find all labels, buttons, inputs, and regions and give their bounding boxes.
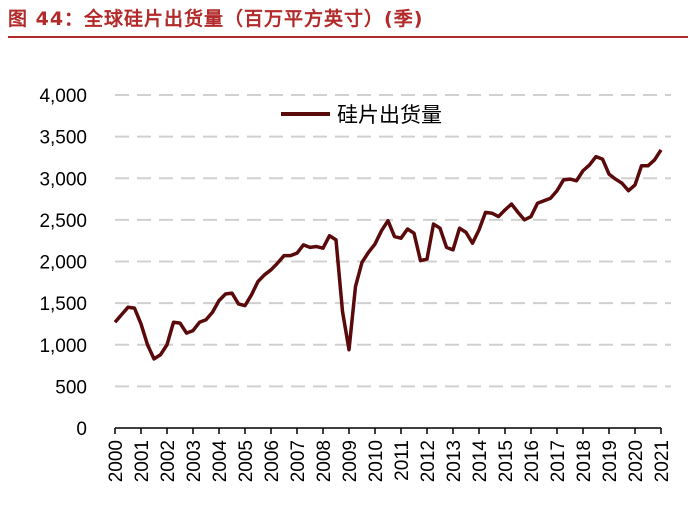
y-tick-label: 3,500 bbox=[39, 128, 87, 149]
x-tick-label: 2019 bbox=[600, 440, 621, 482]
y-tick-label: 2,500 bbox=[39, 211, 87, 232]
y-tick-label: 1,000 bbox=[39, 336, 87, 357]
x-tick-label: 2007 bbox=[288, 440, 309, 482]
x-tick-label: 2016 bbox=[522, 440, 543, 482]
x-tick-label: 2004 bbox=[210, 440, 231, 483]
x-tick-label: 2015 bbox=[496, 440, 517, 482]
series-line bbox=[113, 148, 663, 361]
x-tick-label: 2011 bbox=[392, 440, 413, 481]
x-tick-label: 2020 bbox=[626, 440, 647, 482]
y-tick-label: 2,000 bbox=[39, 253, 87, 274]
chart-title: 图 44：全球硅片出货量（百万平方英寸）(季) bbox=[8, 8, 424, 30]
x-tick-label: 2005 bbox=[236, 440, 257, 482]
x-tick-label: 2014 bbox=[470, 440, 491, 483]
x-tick-label: 2017 bbox=[548, 440, 569, 482]
y-tick-label: 3,000 bbox=[39, 169, 87, 190]
y-tick-label: 1,500 bbox=[39, 294, 87, 315]
y-tick-label: 4,000 bbox=[39, 86, 87, 107]
x-tick-label: 2009 bbox=[340, 440, 361, 482]
x-tick-label: 2008 bbox=[314, 440, 335, 482]
x-tick-label: 2006 bbox=[262, 440, 283, 482]
x-tick-label: 2002 bbox=[158, 440, 179, 482]
x-tick-label: 2012 bbox=[418, 440, 439, 482]
y-tick-label: 0 bbox=[76, 419, 87, 440]
x-tick-label: 2010 bbox=[366, 440, 387, 482]
x-tick-label: 2001 bbox=[132, 440, 153, 482]
x-tick-label: 2003 bbox=[184, 440, 205, 482]
x-tick-label: 2013 bbox=[444, 440, 465, 482]
y-tick-label: 500 bbox=[55, 377, 87, 398]
x-tick-label: 2018 bbox=[574, 440, 595, 482]
x-tick-label: 2021 bbox=[652, 440, 673, 482]
title-divider bbox=[8, 36, 688, 38]
legend-label: 硅片出货量 bbox=[337, 103, 442, 127]
x-tick-label: 2000 bbox=[106, 440, 127, 482]
